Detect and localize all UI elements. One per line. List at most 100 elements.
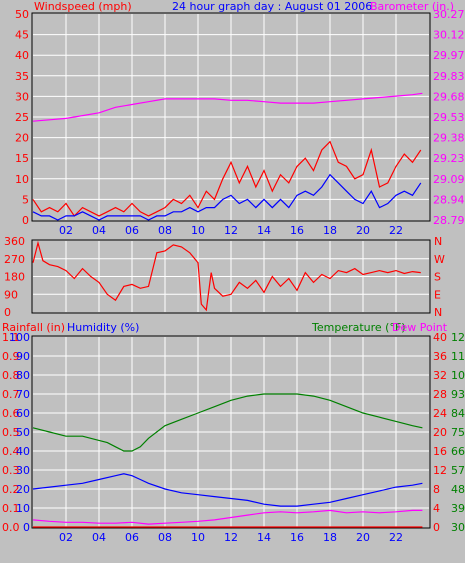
dewpoint-axis-label: Dew Point	[392, 321, 448, 334]
humidity-tick: 0	[23, 521, 30, 534]
dewpoint-tick: 32	[433, 369, 447, 382]
dewpoint-tick: 0	[433, 521, 440, 534]
barometer-tick: 28.79	[433, 214, 465, 227]
windspeed-tick: 35	[15, 70, 29, 83]
direction-tick: 360	[4, 235, 25, 248]
compass-tick: N	[434, 235, 442, 248]
dewpoint-tick: 40	[433, 331, 447, 344]
barometer-tick: 29.83	[433, 70, 465, 83]
chart-title: 24 hour graph day : August 01 2006	[172, 0, 372, 13]
windspeed-tick: 5	[22, 193, 29, 206]
series-line	[32, 140, 422, 217]
temperature-tick: 66	[451, 445, 465, 458]
compass-tick: S	[434, 271, 441, 284]
humidity-tick: 100	[9, 331, 30, 344]
hour-tick: 06	[125, 531, 139, 544]
direction-tick: 270	[4, 253, 25, 266]
hour-tick: 14	[257, 224, 271, 237]
temperature-tick: 84	[451, 407, 465, 420]
hour-tick: 12	[224, 531, 238, 544]
rainfall-tick: 0.0	[2, 521, 20, 534]
temperature-tick: 48	[451, 483, 465, 496]
temperature-tick: 93	[451, 388, 465, 401]
temperature-tick: 57	[451, 464, 465, 477]
tick-labels: 0510152025303540455028.7928.9429.0929.23…	[2, 8, 465, 544]
direction-tick: 0	[4, 306, 11, 319]
humidity-tick: 60	[16, 407, 30, 420]
dewpoint-tick: 36	[433, 350, 447, 363]
barometer-tick: 29.23	[433, 152, 465, 165]
dewpoint-tick: 24	[433, 407, 447, 420]
hour-tick: 18	[323, 224, 337, 237]
hour-tick: 20	[356, 224, 370, 237]
humidity-tick: 80	[16, 369, 30, 382]
barometer-tick: 29.97	[433, 49, 465, 62]
dewpoint-tick: 28	[433, 388, 447, 401]
windspeed-tick: 50	[15, 8, 29, 21]
rainfall-tick: 1.1	[2, 331, 20, 344]
barometer-tick: 30.12	[433, 29, 465, 42]
direction-tick: 90	[4, 288, 18, 301]
temperature-tick: 30	[451, 521, 465, 534]
rainfall-tick: 0.3	[2, 464, 20, 477]
rainfall-tick: 0.2	[2, 483, 20, 496]
barometer-tick: 29.68	[433, 90, 465, 103]
humidity-tick: 40	[16, 445, 30, 458]
rainfall-tick: 0.4	[2, 445, 20, 458]
data-series	[32, 92, 423, 528]
hour-tick: 02	[59, 531, 73, 544]
compass-tick: W	[434, 253, 445, 266]
hour-tick: 06	[125, 224, 139, 237]
hour-tick: 10	[191, 224, 205, 237]
dewpoint-tick: 16	[433, 445, 447, 458]
hour-tick: 02	[59, 224, 73, 237]
humidity-tick: 70	[16, 388, 30, 401]
series-line	[32, 473, 423, 507]
hour-tick: 04	[92, 531, 106, 544]
rainfall-axis-label: Rainfall (in)	[2, 321, 65, 334]
grid-lines	[33, 14, 429, 527]
windspeed-axis-label: Windspeed (mph)	[34, 0, 132, 13]
rainfall-tick: 0.6	[2, 407, 20, 420]
hour-tick: 16	[290, 224, 304, 237]
hour-tick: 12	[224, 224, 238, 237]
windspeed-tick: 25	[15, 111, 29, 124]
hour-tick: 22	[389, 224, 403, 237]
windspeed-tick: 20	[15, 132, 29, 145]
rainfall-tick: 0.1	[2, 502, 20, 515]
hour-tick: 22	[389, 531, 403, 544]
hour-tick: 14	[257, 531, 271, 544]
dewpoint-tick: 8	[433, 483, 440, 496]
windspeed-tick: 45	[15, 29, 29, 42]
hour-tick: 18	[323, 531, 337, 544]
hour-tick: 08	[158, 531, 172, 544]
temperature-tick: 111	[451, 350, 465, 363]
humidity-tick: 90	[16, 350, 30, 363]
series-line	[32, 393, 423, 452]
hour-tick: 08	[158, 224, 172, 237]
series-line	[32, 92, 423, 122]
rainfall-tick: 0.5	[2, 426, 20, 439]
series-line	[32, 240, 421, 312]
windspeed-tick: 40	[15, 49, 29, 62]
temperature-tick: 120	[451, 331, 465, 344]
hour-tick: 04	[92, 224, 106, 237]
hour-tick: 16	[290, 531, 304, 544]
compass-tick: N	[434, 306, 442, 319]
humidity-axis-label: Humidity (%)	[67, 321, 139, 334]
humidity-tick: 20	[16, 483, 30, 496]
dewpoint-tick: 20	[433, 426, 447, 439]
barometer-tick: 29.38	[433, 132, 465, 145]
series-line	[32, 173, 422, 221]
rainfall-tick: 0.9	[2, 350, 20, 363]
rainfall-tick: 0.7	[2, 388, 20, 401]
barometer-tick: 29.53	[433, 111, 465, 124]
windspeed-tick: 10	[15, 173, 29, 186]
dewpoint-tick: 4	[433, 502, 440, 515]
windspeed-tick: 30	[15, 90, 29, 103]
hour-tick: 10	[191, 531, 205, 544]
hour-tick: 20	[356, 531, 370, 544]
humidity-tick: 10	[16, 502, 30, 515]
barometer-tick: 30.27	[433, 8, 465, 21]
